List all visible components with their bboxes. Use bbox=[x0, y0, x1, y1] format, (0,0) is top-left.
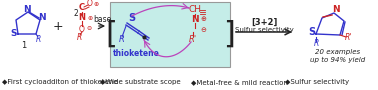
Text: N: N bbox=[38, 14, 46, 22]
Text: [3+2]: [3+2] bbox=[251, 17, 277, 26]
Text: N: N bbox=[191, 15, 199, 24]
Text: S: S bbox=[129, 13, 136, 23]
Text: ⊕: ⊕ bbox=[200, 16, 206, 22]
Text: ⊕: ⊕ bbox=[93, 2, 99, 6]
Text: 2: 2 bbox=[74, 10, 78, 19]
Text: Sulfur selectivity: Sulfur selectivity bbox=[235, 27, 293, 33]
Text: N: N bbox=[332, 5, 340, 14]
Text: ]: ] bbox=[223, 20, 235, 49]
Text: ◆Wide substrate scope: ◆Wide substrate scope bbox=[100, 79, 181, 85]
Text: N: N bbox=[79, 14, 85, 22]
Text: 20 examples: 20 examples bbox=[315, 49, 361, 55]
Text: up to 94% yield: up to 94% yield bbox=[310, 57, 366, 63]
FancyBboxPatch shape bbox=[110, 2, 230, 67]
Text: S: S bbox=[308, 27, 316, 37]
Text: O: O bbox=[79, 24, 85, 33]
Text: R: R bbox=[36, 34, 40, 43]
Text: ⊖: ⊖ bbox=[87, 26, 91, 31]
Text: thioketene: thioketene bbox=[113, 50, 160, 59]
Text: S: S bbox=[11, 29, 17, 38]
Text: CH: CH bbox=[189, 5, 201, 14]
Text: R: R bbox=[313, 40, 319, 49]
Text: ◆Sulfur selectivity: ◆Sulfur selectivity bbox=[285, 79, 350, 85]
Text: base: base bbox=[93, 15, 111, 24]
Text: R: R bbox=[76, 33, 82, 42]
Text: ◆First cycloadditon of thioketene: ◆First cycloadditon of thioketene bbox=[2, 79, 118, 85]
Text: ⊕: ⊕ bbox=[87, 16, 93, 22]
Text: O: O bbox=[87, 0, 93, 8]
Text: +: + bbox=[53, 20, 63, 32]
Text: R': R' bbox=[344, 33, 352, 42]
Text: ◆Metal-free & mild reaction: ◆Metal-free & mild reaction bbox=[191, 79, 288, 85]
Text: C: C bbox=[79, 4, 85, 13]
Text: [: [ bbox=[105, 20, 117, 49]
Text: 1: 1 bbox=[22, 41, 26, 50]
Text: ⊖: ⊖ bbox=[200, 27, 206, 33]
Text: R': R' bbox=[189, 35, 197, 44]
Text: N: N bbox=[23, 5, 31, 14]
Text: R: R bbox=[119, 35, 125, 44]
